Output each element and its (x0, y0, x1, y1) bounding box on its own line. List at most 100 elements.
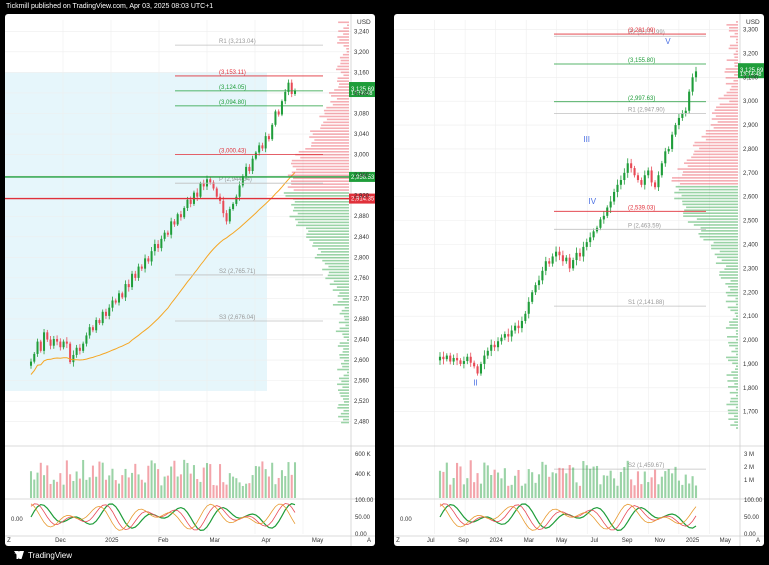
candle (121, 293, 124, 298)
volume-profile-bar (292, 165, 349, 168)
volume-profile-bar (693, 224, 738, 226)
candle (531, 292, 534, 302)
wave-label-2: IV (588, 197, 596, 206)
volume-profile-bar (309, 239, 349, 241)
volume-profile-bar (344, 306, 349, 309)
candle (56, 339, 59, 342)
volume-profile-bar (344, 318, 349, 321)
pivot-level-label-6: P (2,463.59) (628, 223, 661, 229)
volume-profile-bar (728, 418, 738, 420)
volume-profile-bar (684, 209, 738, 212)
volume-bar (121, 475, 124, 498)
volume-bar (694, 485, 698, 498)
candle (469, 356, 472, 363)
candle (473, 362, 476, 367)
tradingview-logo-icon (14, 551, 24, 559)
candle (674, 125, 677, 135)
volume-bar (261, 461, 264, 498)
volume-bar (507, 485, 510, 498)
volume-bar (277, 477, 280, 498)
left-chart[interactable]: R1 (3,213.04) (3,153.11) (3,124.05) (3,094.… (5, 14, 375, 546)
volume-tick-label-2: 1 M (744, 478, 754, 484)
volume-bar (674, 466, 677, 498)
candle (179, 214, 182, 218)
volume-bar (619, 471, 622, 498)
candle (677, 117, 680, 126)
volume-bar (65, 460, 68, 498)
volume-bar (225, 484, 228, 498)
volume-profile-bar (308, 230, 349, 233)
volume-profile-bar (736, 38, 738, 41)
pivot-level-label-1: (3,281.09) (628, 28, 655, 34)
volume-profile-bar (725, 283, 738, 285)
volume-profile-bar (337, 42, 349, 44)
volume-bar (46, 465, 49, 498)
volume-profile-bar (298, 150, 349, 153)
volume-profile-bar (699, 147, 738, 150)
volume-profile-bar (728, 47, 738, 50)
candle (196, 192, 199, 197)
volume-profile-bar (736, 333, 738, 335)
volume-profile-bar (312, 133, 349, 135)
y-tick-label-0: 3,240 (354, 29, 370, 35)
right-chart-panel[interactable]: R2 (3,271.99) (3,281.09) (3,155.80) (2,997.… (394, 14, 764, 546)
x-tick-label-5: Apr (261, 538, 270, 544)
volume-profile-bar (727, 294, 738, 297)
price-badge-0 (349, 82, 375, 98)
volume-profile-bar (343, 33, 349, 35)
candle (476, 366, 479, 374)
volume-bar (95, 476, 98, 498)
pivot-level-label-4: (3,000.43) (219, 148, 246, 154)
volume-profile-bar (727, 335, 738, 338)
y-tick-label-18: 2,520 (354, 399, 370, 405)
candle (228, 209, 231, 222)
volume-profile-bar (734, 32, 738, 35)
volume-profile-bar (287, 174, 349, 177)
volume-bar (657, 484, 660, 498)
candle (271, 124, 274, 140)
volume-bar (254, 466, 257, 498)
y-tick-label-7: 2,600 (743, 195, 759, 201)
volume-profile-bar (719, 271, 738, 273)
volume-bar (671, 473, 674, 498)
volume-bar (36, 472, 39, 498)
volume-profile-bar (294, 206, 349, 209)
candle (619, 180, 622, 185)
oscillator-left-label: 0.00 (11, 517, 23, 523)
volume-profile-bar (733, 53, 738, 56)
oscillator-tick-label-1: 50.00 (744, 515, 760, 521)
volume-bar (493, 469, 496, 498)
candle (442, 356, 445, 360)
volume-bar (684, 474, 687, 498)
volume-profile-bar (674, 191, 738, 194)
candle (688, 91, 691, 111)
y-tick-label-10: 2,300 (743, 266, 759, 272)
volume-profile-bar (736, 41, 738, 44)
candle (290, 82, 293, 94)
volume-bar (449, 484, 452, 498)
currency-label: USD (357, 19, 371, 26)
volume-profile-bar (336, 98, 349, 100)
volume-bar (681, 484, 684, 498)
volume-bar (222, 482, 225, 498)
volume-profile-bar (726, 265, 738, 267)
volume-bar (238, 482, 241, 498)
volume-profile-bar (682, 174, 738, 176)
oscillator-line-0 (439, 503, 697, 532)
left-chart-panel[interactable]: R1 (3,213.04) (3,153.11) (3,124.05) (3,094.… (5, 14, 375, 546)
volume-bar (568, 464, 571, 498)
pivot-level-label-6: S2 (2,765.71) (219, 269, 255, 275)
volume-profile-bar (687, 221, 738, 223)
volume-profile-bar (297, 212, 349, 215)
candle (261, 145, 264, 149)
candle (616, 184, 619, 192)
candle (160, 238, 163, 249)
price-badge-time-0: 13:14:48 (740, 72, 761, 78)
candle (209, 179, 212, 183)
volume-profile-bar (719, 103, 738, 106)
volume-profile-bar (683, 212, 738, 214)
volume-profile-bar (735, 368, 738, 370)
right-chart[interactable]: R2 (3,271.99)(3,281.09) (3,155.80) (2,997.… (394, 14, 764, 546)
candle (456, 357, 459, 361)
candle (150, 251, 153, 262)
